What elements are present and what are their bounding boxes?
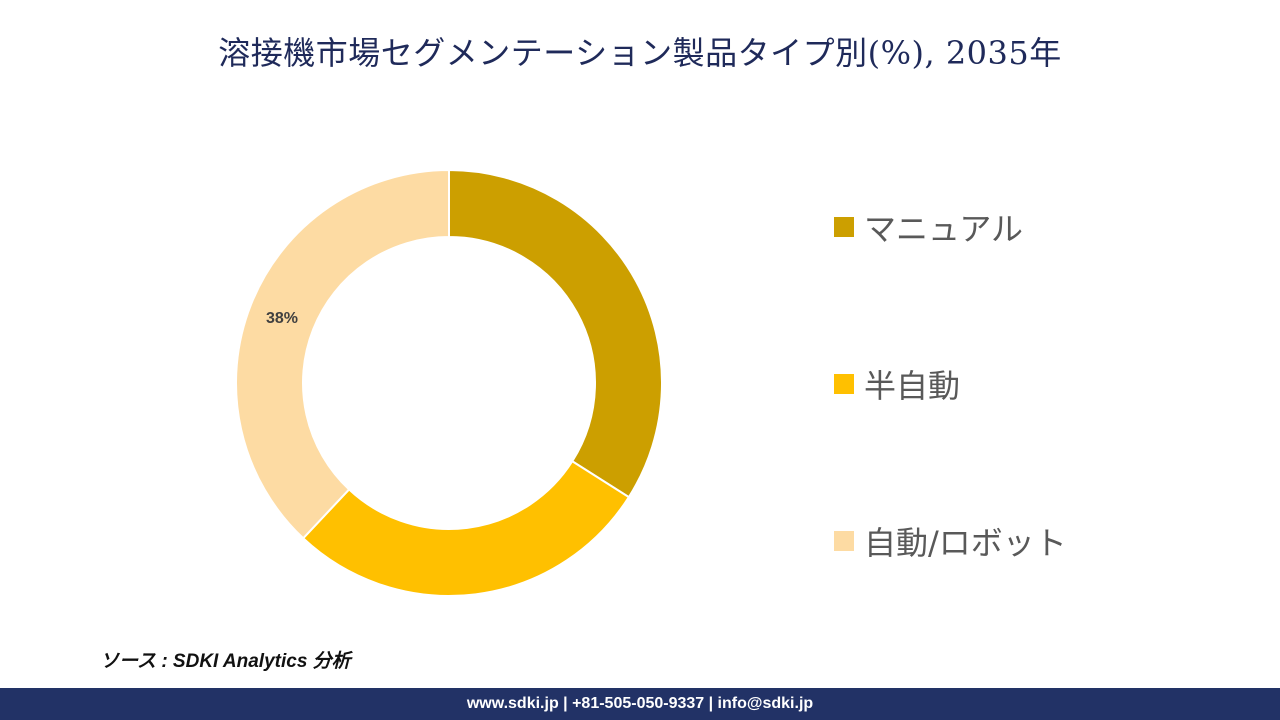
legend-item-semi-auto: 半自動 (834, 361, 960, 407)
footer-contact: www.sdki.jp | +81-505-050-9337 | info@sd… (466, 695, 814, 712)
data-label-robotic: 38% (266, 310, 298, 327)
legend-label-semi-auto: 半自動 (864, 367, 961, 405)
legend-swatch-robotic (834, 531, 854, 551)
legend-swatch-semi-auto (834, 374, 854, 394)
donut-slice-semi-auto (301, 459, 631, 597)
source-note: ソース : SDKI Analytics 分析 (100, 651, 351, 672)
chart-title: 溶接機市場セグメンテーション製品タイプ別(%), 2035年 (218, 34, 1062, 72)
legend-label-robotic: 自動/ロボット (864, 524, 1067, 562)
legend-item-manual: マニュアル (834, 204, 1023, 250)
legend-item-robotic: 自動/ロボット (834, 518, 1067, 564)
legend-swatch-manual (834, 217, 854, 237)
donut-slice-robotic (235, 168, 450, 540)
legend-label-manual: マニュアル (864, 210, 1024, 248)
donut-slice-manual (448, 168, 663, 499)
footer-bar: www.sdki.jp | +81-505-050-9337 | info@sd… (0, 688, 1280, 720)
